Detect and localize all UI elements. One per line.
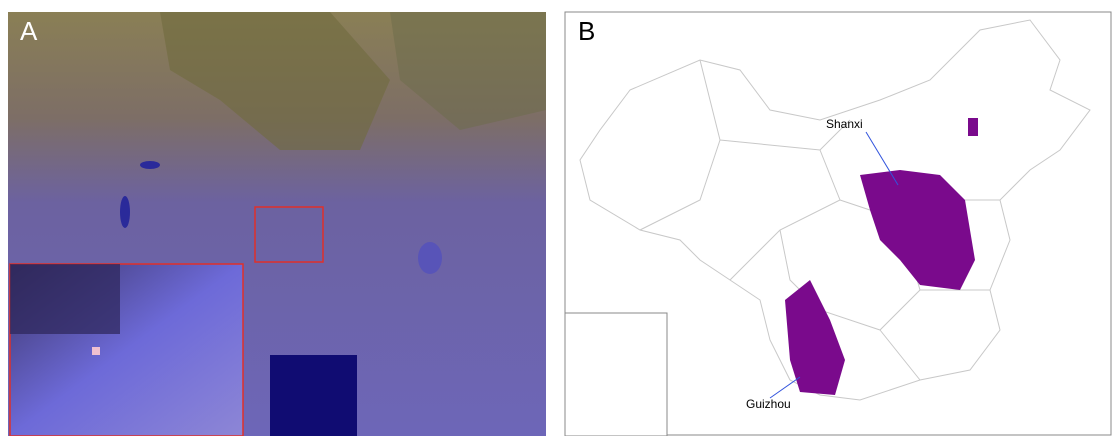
leader-line — [769, 376, 801, 399]
leader-line — [865, 131, 899, 186]
distribution-southwest — [785, 280, 845, 395]
south-sea-inset — [564, 312, 668, 436]
annotation: Guizhou — [746, 397, 791, 411]
panel-a: A — [8, 12, 546, 436]
annotation: Shanxi — [826, 117, 863, 131]
panel-label: A — [20, 16, 38, 46]
panel-b: Shanxi Guizhou B — [564, 11, 1112, 436]
hotspot — [92, 347, 100, 355]
distribution-northeast — [968, 118, 978, 136]
hills — [390, 12, 546, 130]
pond — [418, 242, 442, 274]
panel-label: B — [578, 16, 595, 46]
distribution-north — [860, 170, 975, 290]
mountains — [160, 12, 390, 150]
pond — [140, 161, 160, 169]
zoom-box — [254, 206, 324, 263]
lake — [270, 355, 357, 436]
pond — [120, 196, 130, 228]
dark-area — [10, 264, 120, 334]
